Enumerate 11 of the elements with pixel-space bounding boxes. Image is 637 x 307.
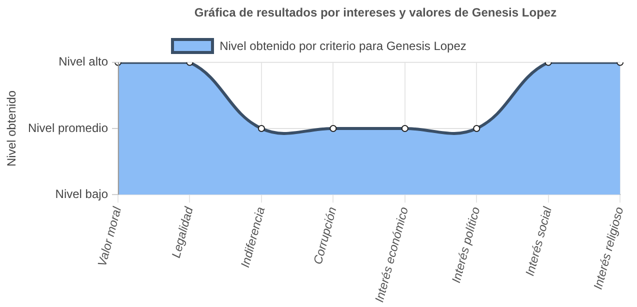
ref-line-label: Nivel promedio	[28, 120, 108, 135]
x-tick-label: Interés religioso	[590, 205, 626, 291]
text: Nivel obtenido	[4, 90, 18, 167]
x-tick-label: Interés económico	[372, 205, 412, 304]
text: Nivel obtenido por criterio para Genesis Lopez	[220, 39, 466, 53]
chart-title: Gráfica de resultados por intereses y valores de Genesis Lopez	[194, 6, 557, 20]
x-tick-label: Interés social	[522, 205, 555, 278]
ref-line-label: Nivel bajo	[55, 186, 108, 201]
x-tick-label: Valor moral	[94, 205, 124, 268]
x-tick-label: Interés político	[449, 205, 483, 284]
ref-line-label: Nivel alto	[58, 54, 108, 69]
